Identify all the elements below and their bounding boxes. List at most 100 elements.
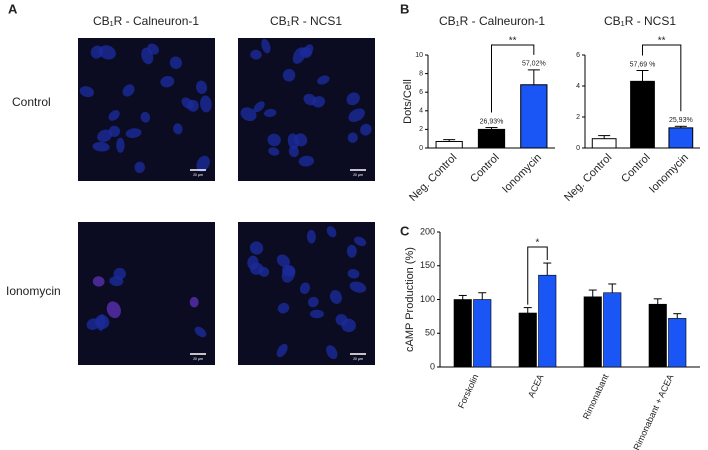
- cell: [240, 107, 257, 122]
- y-tick-label: 100: [420, 294, 435, 304]
- significance-bracket: [642, 44, 682, 112]
- significance-label: **: [509, 36, 517, 47]
- annotation: 26,93%: [480, 118, 504, 125]
- cell: [196, 80, 208, 94]
- y-tick-label: 200: [420, 226, 435, 236]
- y-axis-label: cAMP Production (%): [404, 247, 416, 352]
- cell: [113, 267, 126, 280]
- y-tick-label: 50: [425, 328, 435, 338]
- column-title: CB₁R - NCS1: [270, 14, 342, 28]
- bar: [668, 127, 694, 149]
- scale-bar-label: 20 µm: [353, 173, 363, 177]
- cell: [303, 44, 314, 57]
- cell: [288, 145, 299, 158]
- x-tick-label: Neg. Control: [407, 152, 459, 204]
- y-tick-label: 8: [419, 70, 423, 77]
- cell: [306, 229, 316, 244]
- x-tick-label: Control: [619, 152, 653, 186]
- cell: [106, 301, 121, 319]
- x-tick-label: Neg. Control: [562, 152, 614, 204]
- cell: [108, 110, 120, 121]
- cell: [326, 345, 338, 360]
- cell: [79, 86, 95, 98]
- bar: [518, 312, 537, 368]
- scale-bar-label: 20 µm: [353, 357, 363, 361]
- cell: [268, 147, 280, 156]
- cell: [276, 343, 288, 358]
- y-tick-label: 150: [420, 260, 435, 270]
- bar: [538, 274, 557, 368]
- x-tick-label: Control: [468, 152, 502, 186]
- y-tick-label: 0: [576, 145, 580, 152]
- cell: [299, 282, 311, 295]
- x-tick-label: Ionomycin: [647, 152, 691, 196]
- cell: [282, 68, 296, 82]
- bar: [453, 299, 472, 368]
- bar: [591, 138, 617, 149]
- cell: [261, 38, 271, 54]
- cell: [250, 49, 262, 60]
- bar: [668, 318, 687, 368]
- bar: [477, 128, 506, 149]
- y-axis-label: Dots/Cell: [402, 79, 414, 124]
- x-tick-label: Rimonabant + ACEA: [631, 373, 675, 450]
- panel-label: B: [400, 1, 409, 16]
- chart-title: CB₁R - NCS1: [604, 14, 676, 28]
- significance-bracket: [491, 44, 535, 113]
- cell: [307, 296, 319, 308]
- cell: [347, 268, 360, 279]
- panel-label: C: [400, 223, 410, 238]
- cell: [98, 45, 116, 60]
- cell: [276, 254, 290, 268]
- cell: [194, 326, 207, 338]
- x-tick-label: ACEA: [526, 373, 545, 399]
- cell: [347, 132, 358, 143]
- cell: [329, 290, 342, 304]
- y-tick-label: 6: [419, 89, 423, 96]
- cell: [258, 266, 270, 277]
- significance-label: *: [536, 238, 540, 249]
- cell: [95, 314, 110, 330]
- cell: [317, 75, 330, 85]
- annotation: 57,02%: [522, 61, 546, 68]
- cell: [287, 133, 299, 150]
- cell: [122, 84, 135, 97]
- column-title: CB₁R - Calneuron-1: [93, 14, 199, 28]
- cell: [303, 93, 317, 106]
- cell: [92, 276, 105, 287]
- cell: [354, 236, 367, 247]
- scale-bar-label: 20 µm: [193, 357, 203, 361]
- cell: [346, 244, 357, 258]
- cell: [292, 47, 306, 64]
- cell: [189, 296, 199, 308]
- cell: [326, 226, 337, 238]
- y-tick-label: 10: [415, 52, 423, 59]
- scale-bar-label: 20 µm: [193, 173, 203, 177]
- panel-label: A: [8, 1, 18, 16]
- cell: [346, 92, 360, 106]
- cell: [173, 123, 183, 135]
- cell: [249, 241, 264, 255]
- cell: [309, 309, 324, 319]
- row-label: Ionomycin: [6, 284, 61, 298]
- bar: [648, 303, 667, 368]
- bar: [630, 80, 655, 149]
- y-tick-label: 0: [419, 145, 423, 152]
- y-tick-label: 2: [419, 126, 423, 133]
- cell: [97, 129, 113, 143]
- annotation: 57,69 %: [630, 61, 656, 68]
- annotation: 25,93%: [669, 117, 693, 124]
- bar: [473, 299, 492, 368]
- cell: [134, 161, 146, 174]
- significance-label: **: [658, 36, 666, 47]
- cell: [267, 133, 281, 147]
- cell: [348, 108, 365, 123]
- cell: [247, 255, 259, 270]
- x-tick-label: Forskolin: [456, 373, 480, 410]
- cell: [277, 302, 290, 314]
- cell: [253, 101, 265, 113]
- cell: [181, 97, 194, 110]
- cell: [160, 75, 175, 88]
- y-tick-label: 4: [576, 83, 580, 90]
